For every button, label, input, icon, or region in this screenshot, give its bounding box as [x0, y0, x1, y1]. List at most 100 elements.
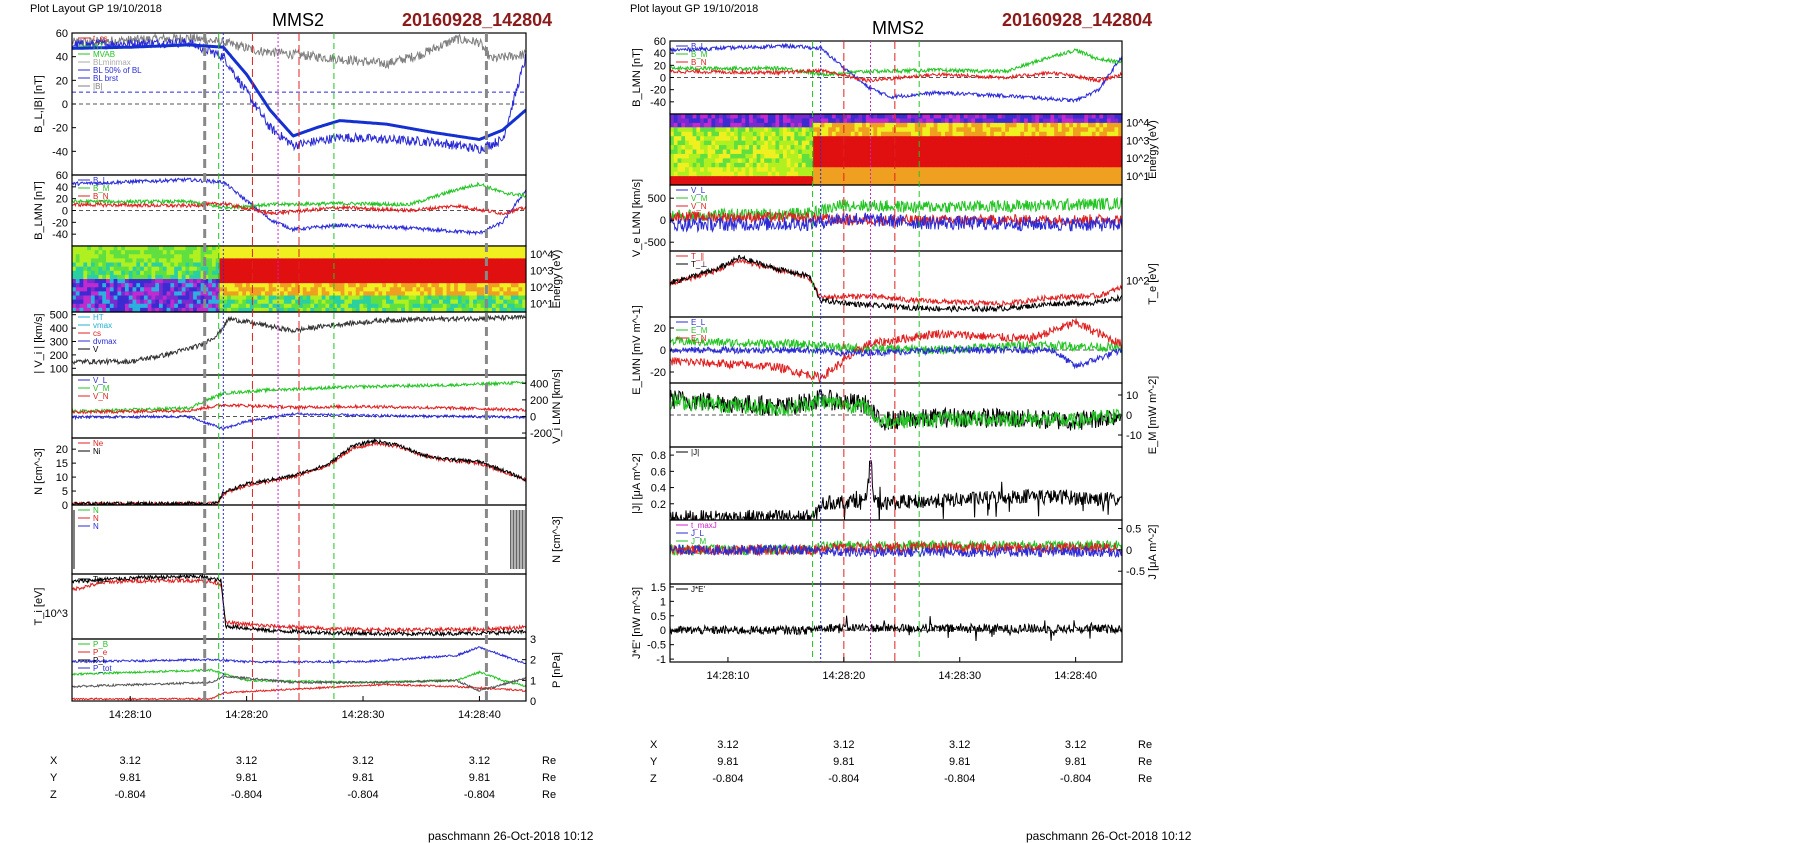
- left-ylabel-2: Energy (eV): [551, 250, 563, 309]
- pos-left-value-1-3: 9.81: [468, 772, 491, 784]
- left-ytick-label-1-1: 40: [56, 182, 68, 194]
- right-series-3-1: [670, 254, 1122, 313]
- right-ytick-label-0-0: 60: [654, 36, 666, 48]
- right-layout-label: Plot layout GP 19/10/2018: [630, 3, 759, 15]
- left-ytick-label-5-2: 10: [56, 472, 68, 484]
- left-legend-4-1: V_M: [93, 384, 110, 393]
- pos-left-value-0-3: 3.12: [468, 755, 491, 767]
- left-ytick-label-3-3: 200: [50, 350, 68, 362]
- right-legend-8-0: J*E': [691, 585, 705, 594]
- pos-left-row-label-2: Z: [50, 789, 57, 801]
- right-ytick-label-2-1: 0: [660, 215, 666, 227]
- right-footer: paschmann 26-Oct-2018 10:12: [1026, 829, 1192, 843]
- left-legend-3-3: dvmax: [93, 337, 117, 346]
- pos-left-value-1-2: 9.81: [352, 772, 374, 784]
- right-ylabel-8: J*E' [nW m^-3]: [631, 587, 643, 659]
- right-legend-3-1: T_⊥: [691, 260, 707, 269]
- left-series-4-2: [72, 411, 526, 430]
- right-ytick-label-8-5: -1: [656, 654, 666, 666]
- right-ytick-label-5-2: -10: [1126, 430, 1142, 442]
- right-xtick-label-3: 14:28:40: [1054, 670, 1097, 682]
- right-ylabel-3: T_e [eV]: [1147, 263, 1159, 305]
- left-series-8-2: [72, 682, 526, 701]
- left-ytick-label-3-1: 400: [50, 323, 68, 335]
- right-ytick-label-8-2: 0.5: [651, 611, 666, 623]
- left-xtick-label-3: 14:28:40: [458, 709, 501, 721]
- right-xtick-label-0: 14:28:10: [707, 670, 750, 682]
- right-series-4-1: [670, 318, 1122, 383]
- right-ytick-label-1-2: 10^2: [1126, 153, 1150, 165]
- right-ylabel-1: Energy (eV): [1147, 120, 1159, 179]
- left-ytick-label-5-4: 0: [62, 500, 68, 512]
- left-legend-1-2: B_N: [93, 192, 109, 201]
- right-legend-0-1: B_M: [691, 50, 708, 59]
- left-footer: paschmann 26-Oct-2018 10:12: [428, 829, 594, 843]
- right-ylabel-2: V_e LMN [km/s]: [631, 179, 643, 257]
- right-ytick-label-0-3: 0: [660, 73, 666, 85]
- right-legend-7-3: J_N: [691, 545, 705, 554]
- left-ytick-label-4-2: 0: [530, 411, 536, 423]
- left-ytick-label-4-1: 200: [530, 395, 548, 407]
- left-legend-0-3: BLminmax: [93, 58, 131, 67]
- pos-right-value-2-3: -0.804: [1060, 773, 1092, 785]
- right-panel-8: 1.5 1 0.5 0 -0.5 -1 J*E' J*E' [nW m^-3]: [631, 582, 1123, 666]
- right-legend-6-0: |J|: [691, 448, 699, 457]
- right-panel-3: 10^2 T_∥T_⊥ T_e [eV]: [669, 250, 1159, 318]
- pos-right-row-label-2: Z: [650, 773, 657, 785]
- left-spacecraft-title: MMS2: [272, 10, 325, 30]
- right-panel-4: 20 0 -20 E_LE_ME_N E_LMN [mV m^-1]: [631, 305, 1123, 395]
- left-event-title: 20160928_142804: [402, 10, 553, 30]
- left-ytick-label-5-3: 5: [62, 486, 68, 498]
- right-ytick-label-8-3: 0: [660, 625, 666, 637]
- pos-left-row-label-0: X: [50, 755, 58, 767]
- right-ytick-label-7-2: -0.5: [1126, 566, 1145, 578]
- pos-right-unit-0: Re: [1138, 739, 1153, 751]
- left-legend-0-2: MVAB: [93, 50, 115, 59]
- pos-right-value-2-0: -0.804: [712, 773, 744, 785]
- left-legend-4-2: V_N: [93, 392, 109, 401]
- right-ytick-label-1-0: 10^4: [1126, 118, 1150, 130]
- pos-left-value-2-2: -0.804: [347, 789, 379, 801]
- left-legend-8-1: P_e: [93, 648, 108, 657]
- left-ytick-label-0-1: 40: [56, 52, 68, 64]
- right-series-8-0: [670, 615, 1122, 642]
- left-ytick-label-1-2: 20: [56, 194, 68, 206]
- right-series-6-0: [670, 460, 1122, 520]
- right-event-title: 20160928_142804: [1002, 10, 1153, 30]
- left-series-7-1: [72, 574, 526, 638]
- left-legend-8-3: P_tot: [93, 664, 112, 673]
- left-ytick-label-8-3: 0: [530, 696, 536, 708]
- right-panel-2: 500 0 -500 V_LV_MV_N V_e LMN [km/s]: [631, 179, 1123, 257]
- pos-left-value-0-0: 3.12: [119, 755, 141, 767]
- pos-left-value-1-1: 9.81: [235, 772, 258, 784]
- right-ylabel-6: |J| [μA m^-2]: [631, 453, 643, 514]
- left-legend-6-2: N: [93, 522, 99, 531]
- left-ytick-label-1-0: 60: [56, 170, 68, 182]
- left-ytick-label-3-4: 100: [50, 363, 68, 375]
- right-ytick-label-4-2: -20: [650, 367, 666, 379]
- right-ytick-label-3-0: 10^2: [1126, 276, 1150, 288]
- pos-right-value-1-2: 9.81: [949, 756, 971, 768]
- left-ylabel-0: B_L,|B| [nT]: [33, 75, 45, 133]
- right-xtick-label-2: 14:28:30: [938, 670, 981, 682]
- left-ylabel-7: T_i [eV]: [33, 588, 45, 626]
- right-ytick-label-6-3: 0.2: [651, 499, 666, 511]
- right-legend-4-1: E_M: [691, 326, 708, 335]
- right-ytick-label-7-1: 0: [1126, 545, 1132, 557]
- left-ytick-label-8-2: 1: [530, 675, 536, 687]
- right-legend-7-2: J_M: [691, 537, 706, 546]
- right-legend-2-1: V_M: [691, 194, 708, 203]
- left-legend-4-0: V_L: [93, 376, 108, 385]
- pos-right-value-0-1: 3.12: [833, 739, 855, 751]
- left-ytick-label-8-1: 2: [530, 655, 536, 667]
- right-series-0-2: [670, 67, 1122, 84]
- left-series-1-2: [72, 200, 526, 216]
- right-legend-4-2: E_N: [691, 334, 707, 343]
- right-ytick-label-5-1: 0: [1126, 410, 1132, 422]
